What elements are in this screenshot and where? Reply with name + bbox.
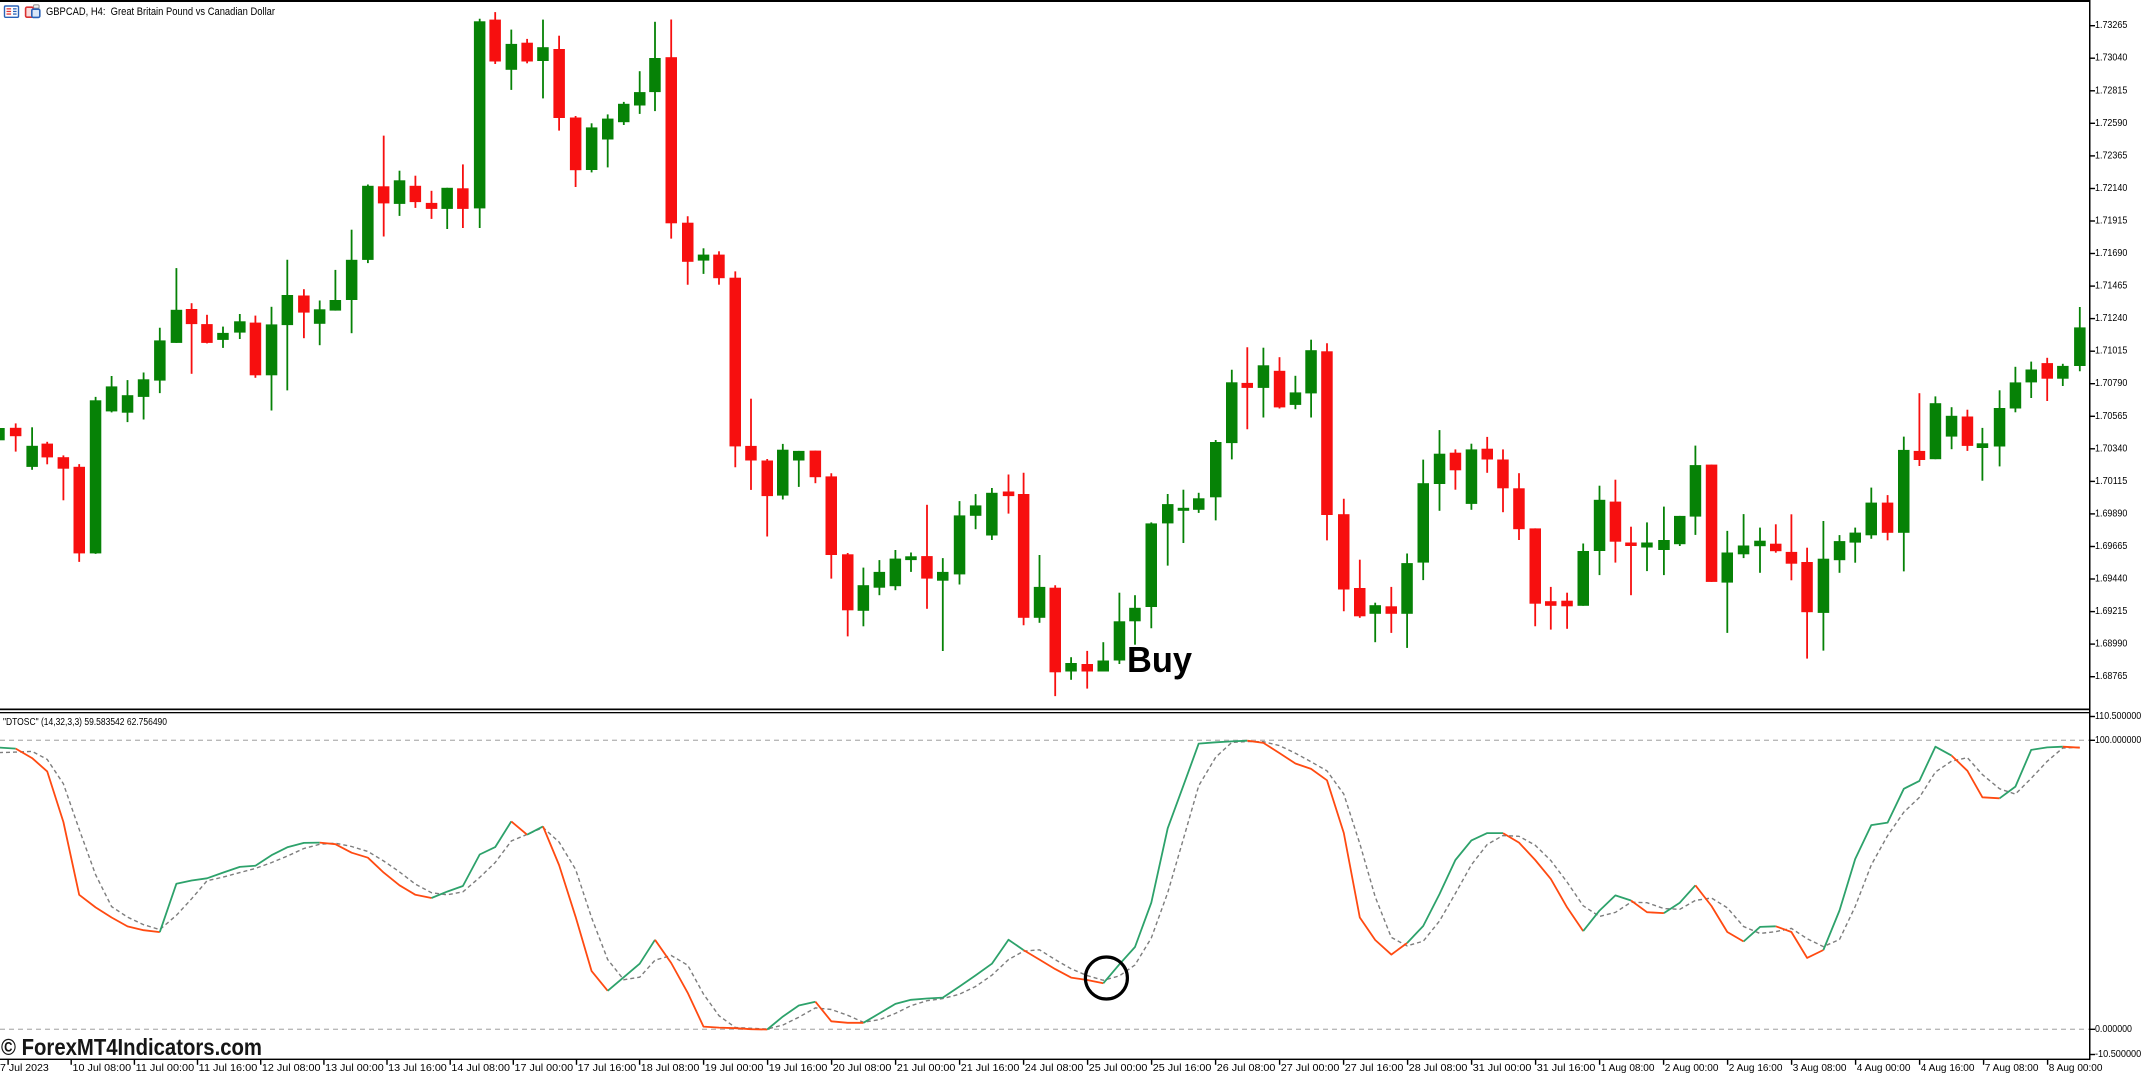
svg-text:26 Jul 08:00: 26 Jul 08:00 [1217,1063,1276,1074]
svg-text:© ForexMT4Indicators.com: © ForexMT4Indicators.com [1,1034,262,1060]
svg-text:25 Jul 00:00: 25 Jul 00:00 [1089,1063,1148,1074]
svg-text:13 Jul 16:00: 13 Jul 16:00 [388,1063,447,1074]
svg-text:-10.500000: -10.500000 [2095,1049,2141,1060]
svg-text:1.71465: 1.71465 [2095,281,2128,292]
svg-text:11 Jul 16:00: 11 Jul 16:00 [199,1063,258,1074]
svg-text:110.500000: 110.500000 [2095,711,2141,722]
svg-text:11 Jul 00:00: 11 Jul 00:00 [136,1063,195,1074]
svg-text:"DTOSC" (14,32,3,3) 59.583542: "DTOSC" (14,32,3,3) 59.583542 62.756490 [3,717,167,728]
svg-text:1.72815: 1.72815 [2095,85,2128,96]
svg-text:1.71240: 1.71240 [2095,313,2128,324]
svg-text:24 Jul 08:00: 24 Jul 08:00 [1025,1063,1084,1074]
svg-text:2 Aug 16:00: 2 Aug 16:00 [1729,1063,1783,1074]
svg-text:31 Jul 16:00: 31 Jul 16:00 [1537,1063,1596,1074]
svg-text:1.72140: 1.72140 [2095,183,2128,194]
svg-text:1.70340: 1.70340 [2095,443,2128,454]
svg-text:1 Aug 08:00: 1 Aug 08:00 [1601,1063,1655,1074]
svg-text:1.73040: 1.73040 [2095,53,2128,64]
svg-text:GBPCAD, H4: Great Britain Pou: GBPCAD, H4: Great Britain Pound vs Canad… [46,6,275,18]
svg-text:2 Aug 00:00: 2 Aug 00:00 [1665,1063,1719,1074]
svg-text:27 Jul 16:00: 27 Jul 16:00 [1345,1063,1404,1074]
svg-text:19 Jul 16:00: 19 Jul 16:00 [769,1063,828,1074]
svg-text:100.000000: 100.000000 [2095,735,2141,746]
svg-text:1.72590: 1.72590 [2095,118,2128,129]
svg-text:1.73265: 1.73265 [2095,20,2128,31]
svg-text:3 Aug 08:00: 3 Aug 08:00 [1793,1063,1847,1074]
svg-text:13 Jul 00:00: 13 Jul 00:00 [325,1063,384,1074]
svg-text:21 Jul 16:00: 21 Jul 16:00 [961,1063,1020,1074]
svg-text:1.70790: 1.70790 [2095,378,2128,389]
svg-text:17 Jul 16:00: 17 Jul 16:00 [578,1063,637,1074]
svg-text:12 Jul 08:00: 12 Jul 08:00 [262,1063,321,1074]
svg-text:7 Aug 08:00: 7 Aug 08:00 [1985,1063,2039,1074]
svg-text:1.71015: 1.71015 [2095,346,2128,357]
svg-text:18 Jul 08:00: 18 Jul 08:00 [641,1063,700,1074]
svg-text:1.70115: 1.70115 [2095,476,2128,487]
svg-text:7 Jul 2023: 7 Jul 2023 [0,1063,49,1074]
svg-text:0.000000: 0.000000 [2095,1024,2132,1035]
svg-text:25 Jul 16:00: 25 Jul 16:00 [1153,1063,1212,1074]
svg-text:1.69215: 1.69215 [2095,606,2128,617]
svg-text:1.71690: 1.71690 [2095,248,2128,259]
svg-text:27 Jul 00:00: 27 Jul 00:00 [1281,1063,1340,1074]
svg-text:17 Jul 00:00: 17 Jul 00:00 [515,1063,574,1074]
svg-text:1.72365: 1.72365 [2095,150,2128,161]
svg-text:20 Jul 08:00: 20 Jul 08:00 [833,1063,892,1074]
svg-text:14 Jul 08:00: 14 Jul 08:00 [451,1063,510,1074]
svg-text:10 Jul 08:00: 10 Jul 08:00 [73,1063,132,1074]
svg-text:1.68765: 1.68765 [2095,671,2128,682]
svg-text:8 Aug 00:00: 8 Aug 00:00 [2049,1063,2103,1074]
svg-text:1.69440: 1.69440 [2095,574,2128,585]
svg-text:1.70565: 1.70565 [2095,411,2128,422]
svg-text:1.68990: 1.68990 [2095,639,2128,650]
svg-text:31 Jul 00:00: 31 Jul 00:00 [1473,1063,1532,1074]
svg-text:19 Jul 00:00: 19 Jul 00:00 [705,1063,764,1074]
svg-text:1.69890: 1.69890 [2095,508,2128,519]
svg-text:28 Jul 08:00: 28 Jul 08:00 [1409,1063,1468,1074]
svg-text:Buy: Buy [1127,639,1192,680]
svg-text:21 Jul 00:00: 21 Jul 00:00 [897,1063,956,1074]
svg-text:4 Aug 00:00: 4 Aug 00:00 [1857,1063,1911,1074]
svg-text:4 Aug 16:00: 4 Aug 16:00 [1921,1063,1975,1074]
svg-text:1.69665: 1.69665 [2095,541,2128,552]
svg-text:1.71915: 1.71915 [2095,216,2128,227]
